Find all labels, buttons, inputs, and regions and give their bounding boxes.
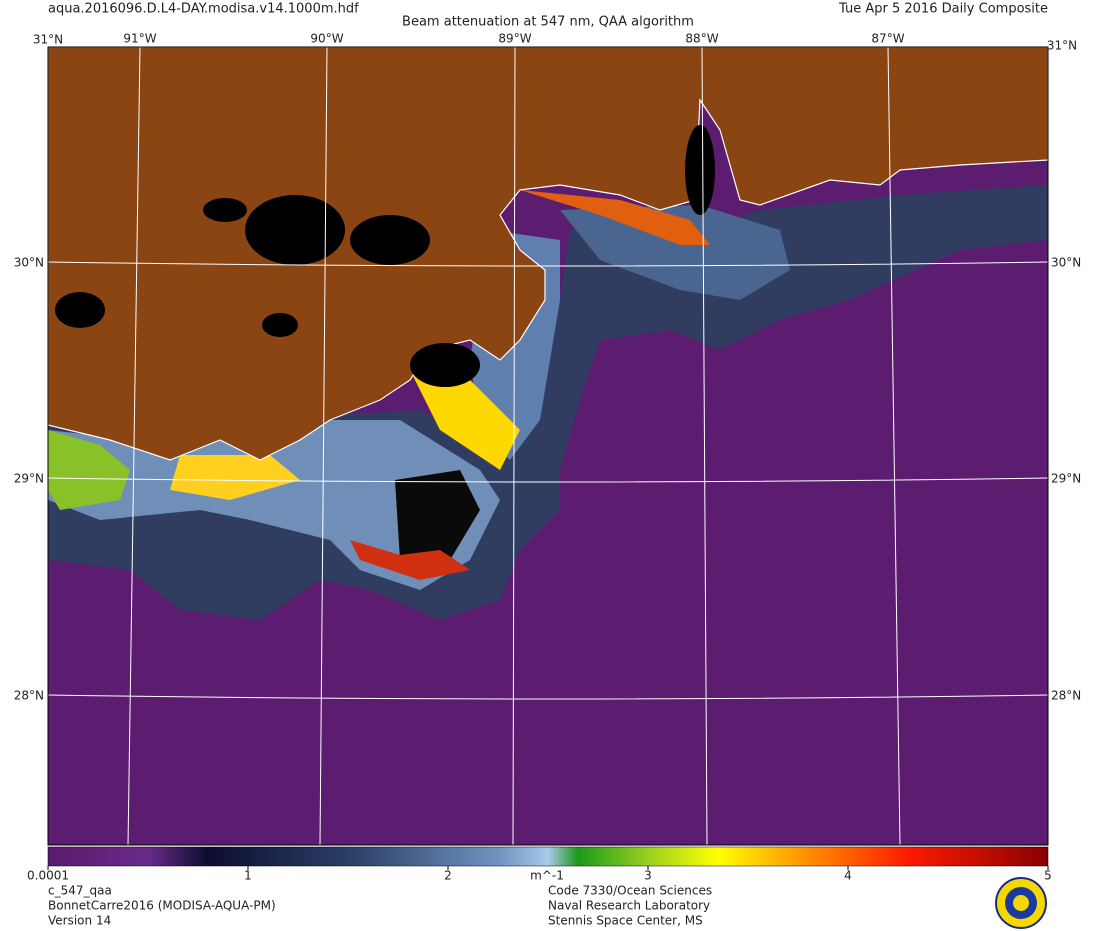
lat-label: 30°N [14, 256, 44, 270]
lat-label: 28°N [1051, 689, 1081, 703]
colorbar-label: 1 [244, 869, 252, 883]
footer-text: Stennis Space Center, MS [548, 914, 703, 928]
lat-label: 29°N [14, 472, 44, 486]
lon-label: 87°W [871, 32, 904, 46]
meridian [701, 46, 708, 846]
lon-label: 90°W [310, 32, 343, 46]
corner-label: 31°N [1047, 39, 1077, 53]
file-name: aqua.2016096.D.L4-DAY.modisa.v14.1000m.h… [48, 2, 359, 17]
footer-text: Naval Research Laboratory [548, 899, 710, 913]
colorbar-label: 2 [444, 869, 452, 883]
meridian [887, 46, 901, 846]
date: Tue Apr 5 2016 Daily Composite [838, 2, 1048, 17]
lon-label: 89°W [498, 32, 531, 46]
map-title: Beam attenuation at 547 nm, QAA algorith… [402, 15, 694, 30]
lakes [55, 125, 715, 387]
colorbar-label: 3 [644, 869, 652, 883]
meridian [512, 46, 516, 846]
lat-label: 30°N [1051, 256, 1081, 270]
map-frame [47, 46, 1049, 846]
colorbar-unit: m^-1 [530, 869, 564, 883]
land [47, 46, 1049, 461]
footer-text: c_547_qaa [48, 884, 112, 898]
footer-text: Code 7330/Ocean Sciences [548, 884, 712, 898]
logo [995, 877, 1047, 929]
meridian [127, 46, 141, 846]
colorbar-label: 4 [844, 869, 852, 883]
lat-label: 28°N [14, 689, 44, 703]
corner-label: 31°N [33, 33, 63, 47]
lat-label: 29°N [1051, 472, 1081, 486]
footer-text: BonnetCarre2016 (MODISA-AQUA-PM) [48, 899, 276, 913]
footer-text: Version 14 [48, 914, 111, 928]
colorbar-label: 5 [1044, 869, 1052, 883]
colorbar [47, 846, 1049, 867]
colorbar-label: 0.0001 [27, 869, 69, 883]
footer: c_547_qaa BonnetCarre2016 (MODISA-AQUA-P… [48, 884, 712, 928]
lon-label: 88°W [685, 32, 718, 46]
parallel [47, 694, 1049, 700]
lon-label: 91°W [123, 32, 156, 46]
parallel [47, 477, 1049, 483]
meridian [319, 46, 328, 846]
graticule [47, 46, 1049, 846]
parallel [47, 261, 1049, 267]
